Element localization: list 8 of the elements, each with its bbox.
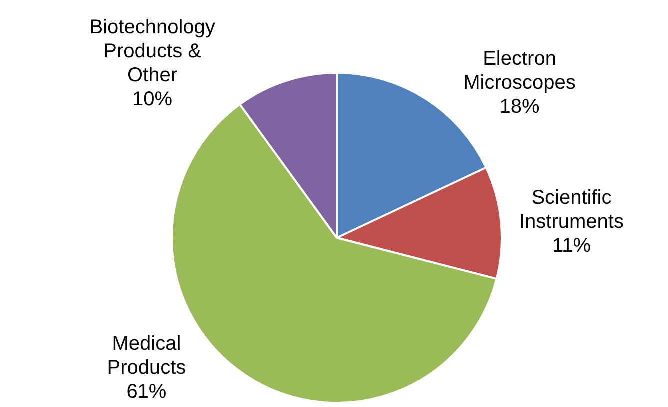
data-label: 18%	[500, 96, 540, 118]
data-label: 61%	[126, 381, 167, 404]
slice-label: Electron Microscopes	[464, 48, 576, 94]
data-label: 10%	[132, 88, 173, 110]
slice-label: Medical Products	[107, 333, 186, 380]
data-label: 11%	[552, 234, 592, 257]
slice-label: Scientific Instruments	[520, 186, 624, 233]
slice-label: Biotechnology Products & Other	[90, 16, 216, 86]
